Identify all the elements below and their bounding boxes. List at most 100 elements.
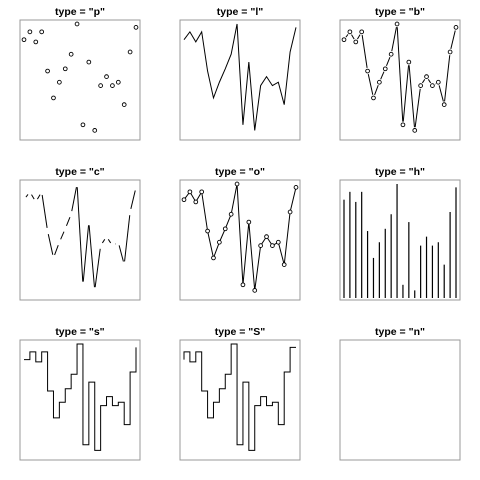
series-line xyxy=(183,23,297,131)
series-segment xyxy=(101,239,106,244)
series-segment xyxy=(414,88,421,128)
data-point xyxy=(181,197,187,203)
data-point xyxy=(353,39,359,45)
data-point xyxy=(424,74,429,79)
plot-frame xyxy=(19,19,141,141)
data-point xyxy=(86,59,92,65)
series-segment xyxy=(124,215,131,262)
series-segment xyxy=(351,34,355,40)
series-segment xyxy=(82,225,90,282)
series-segment xyxy=(54,245,59,256)
series-segment xyxy=(421,79,426,84)
data-point xyxy=(240,282,246,288)
data-point xyxy=(234,181,240,187)
series-segment xyxy=(356,34,361,40)
data-point xyxy=(406,59,412,65)
series-segment xyxy=(450,30,456,50)
data-point xyxy=(199,189,205,195)
data-point xyxy=(347,29,353,35)
data-point xyxy=(435,79,441,85)
panel-title: type = "h" xyxy=(375,166,425,178)
data-point xyxy=(205,228,210,234)
panel-title: type = "c" xyxy=(55,166,104,178)
series-line xyxy=(183,183,297,291)
data-point xyxy=(98,83,103,88)
data-point xyxy=(418,83,423,88)
data-point xyxy=(388,51,394,57)
data-point xyxy=(222,226,228,232)
data-point xyxy=(51,95,56,101)
data-point xyxy=(447,49,453,55)
series-segment xyxy=(88,225,95,288)
series-segment xyxy=(118,245,124,262)
series-segment xyxy=(66,217,71,227)
series-segment xyxy=(391,27,397,52)
data-point xyxy=(39,29,45,35)
data-point xyxy=(127,49,133,55)
data-point xyxy=(115,79,121,85)
plot-frame xyxy=(19,179,141,301)
data-point xyxy=(33,39,39,45)
series-segment xyxy=(396,27,404,122)
data-point xyxy=(371,95,376,101)
data-point xyxy=(287,209,293,215)
plot-frame xyxy=(339,339,461,461)
panel-title: type = "o" xyxy=(215,166,265,178)
data-point xyxy=(246,219,252,225)
series-segment xyxy=(386,57,391,67)
data-point xyxy=(365,68,370,74)
plot-frame xyxy=(339,179,461,301)
data-point xyxy=(453,25,459,30)
data-point xyxy=(412,128,418,133)
panel-title: type = "s" xyxy=(55,326,104,338)
panel-o: type = "o" xyxy=(179,166,301,301)
data-point xyxy=(341,37,347,43)
data-point xyxy=(27,29,33,35)
data-point xyxy=(80,122,86,128)
plot-frame xyxy=(179,19,301,141)
data-point xyxy=(270,243,275,248)
plot-frame xyxy=(179,179,301,301)
panel-n: type = "n" xyxy=(339,326,461,461)
series-segment xyxy=(47,234,54,255)
panel-p: type = "p" xyxy=(19,6,141,141)
plot-frame xyxy=(339,19,461,141)
data-point xyxy=(382,66,388,72)
series-segment xyxy=(444,55,451,102)
panel-S: type = "S" xyxy=(179,326,301,461)
panel-title: type = "S" xyxy=(215,326,266,338)
plot-frame xyxy=(179,339,301,461)
data-point xyxy=(377,79,382,85)
step-line xyxy=(183,343,296,451)
panel-l: type = "l" xyxy=(179,6,301,141)
data-point xyxy=(68,51,74,57)
series-segment xyxy=(36,194,41,200)
data-point xyxy=(359,29,365,35)
data-point xyxy=(217,239,222,245)
data-point xyxy=(92,128,98,133)
data-point xyxy=(394,21,400,27)
data-point xyxy=(293,185,299,190)
data-point xyxy=(281,262,287,267)
data-point xyxy=(74,21,80,27)
data-point xyxy=(258,243,263,248)
data-point xyxy=(193,199,199,205)
data-point xyxy=(133,25,139,30)
data-point xyxy=(228,211,234,217)
series-segment xyxy=(361,34,368,68)
step-line xyxy=(24,343,137,451)
panel-b: type = "b" xyxy=(339,6,461,141)
panel-title: type = "p" xyxy=(55,6,105,18)
data-point xyxy=(110,83,115,88)
series-segment xyxy=(408,65,415,128)
data-point xyxy=(400,122,406,128)
series-segment xyxy=(60,231,65,240)
series-segment xyxy=(367,74,374,95)
data-point xyxy=(62,66,68,72)
data-point xyxy=(264,234,269,239)
series-segment xyxy=(25,194,29,198)
panel-title: type = "n" xyxy=(375,326,425,338)
panel-c: type = "c" xyxy=(19,166,141,301)
series-segment xyxy=(41,194,48,228)
